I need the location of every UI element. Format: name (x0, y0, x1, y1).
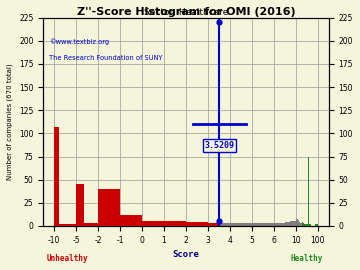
Bar (252, 223, 274, 226)
Bar (219, 223, 230, 226)
Bar (63, 224, 67, 226)
Text: The Research Foundation of SUNY: The Research Foundation of SUNY (49, 55, 162, 61)
Bar (84, 223, 91, 226)
Text: Sector: Healthcare: Sector: Healthcare (144, 8, 228, 17)
Bar (279, 223, 285, 226)
Bar (72, 224, 76, 226)
Bar (164, 221, 186, 226)
Bar (54, 224, 57, 226)
Bar (274, 223, 279, 226)
Bar (291, 221, 296, 226)
Bar (54, 127, 59, 226)
X-axis label: Score: Score (172, 250, 199, 259)
Bar (67, 224, 72, 226)
Text: Healthy: Healthy (291, 254, 323, 263)
Text: Unhealthy: Unhealthy (46, 254, 88, 263)
Bar (208, 223, 219, 226)
Bar (91, 223, 98, 226)
Bar (120, 215, 142, 226)
Bar (142, 221, 164, 226)
Bar (186, 222, 208, 226)
Bar (76, 184, 84, 226)
Bar (98, 189, 120, 226)
Title: Z''-Score Histogram for OMI (2016): Z''-Score Histogram for OMI (2016) (77, 7, 295, 17)
Text: ©www.textbiz.org: ©www.textbiz.org (49, 39, 109, 45)
Bar (59, 224, 63, 226)
Text: 3.5209: 3.5209 (204, 141, 234, 150)
Y-axis label: Number of companies (670 total): Number of companies (670 total) (7, 63, 13, 180)
Bar (285, 222, 291, 226)
Bar (230, 223, 252, 226)
